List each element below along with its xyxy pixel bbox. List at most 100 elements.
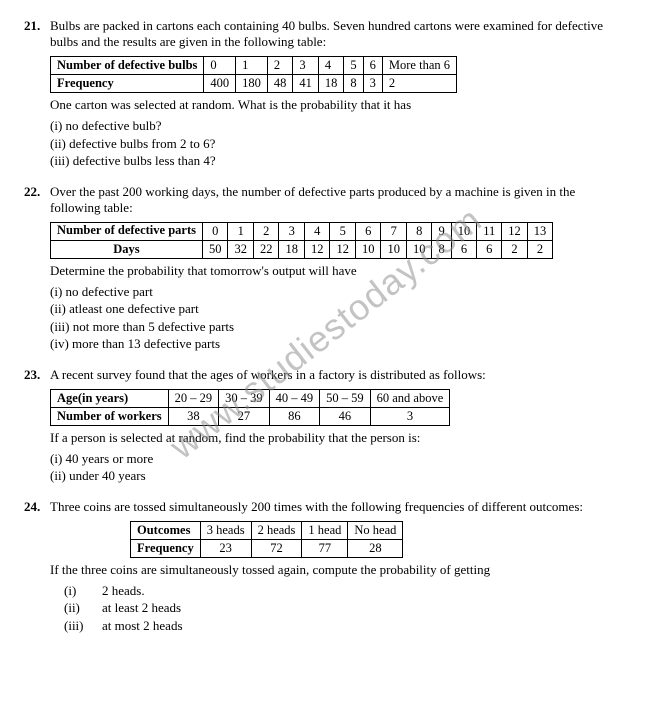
table-row: Age(in years) 20 – 29 30 – 39 40 – 49 50…: [51, 389, 450, 407]
part-text: at most 2 heads: [102, 617, 183, 635]
q21-table: Number of defective bulbs 0 1 2 3 4 5 6 …: [50, 56, 457, 93]
question-number: 22.: [24, 184, 50, 200]
table-cell: 32: [228, 240, 254, 258]
table-header: Number of defective parts: [51, 222, 203, 240]
table-header: Frequency: [131, 539, 201, 557]
table-cell: 10: [355, 240, 381, 258]
table-cell: No head: [348, 521, 403, 539]
table-cell: 4: [318, 57, 344, 75]
table-cell: 10: [451, 222, 477, 240]
table-cell: 18: [279, 240, 305, 258]
question-part: (iii) defective bulbs less than 4?: [50, 152, 627, 170]
table-row: Days 50 32 22 18 12 12 10 10 10 8 6 6 2 …: [51, 240, 553, 258]
question-number: 21.: [24, 18, 50, 34]
table-cell: 3: [363, 75, 382, 93]
table-cell: 9: [432, 222, 451, 240]
question-part: (ii) atleast one defective part: [50, 300, 627, 318]
question-23: 23. A recent survey found that the ages …: [24, 367, 627, 485]
question-text: Three coins are tossed simultaneously 20…: [50, 499, 627, 515]
q24-table: Outcomes 3 heads 2 heads 1 head No head …: [130, 521, 403, 558]
table-cell: 6: [451, 240, 477, 258]
table-cell: 7: [381, 222, 407, 240]
table-row: Outcomes 3 heads 2 heads 1 head No head: [131, 521, 403, 539]
table-cell: 13: [527, 222, 553, 240]
question-22: 22. Over the past 200 working days, the …: [24, 184, 627, 353]
table-header: Age(in years): [51, 389, 169, 407]
table-cell: 86: [269, 407, 320, 425]
table-cell: 8: [432, 240, 451, 258]
table-cell: 27: [219, 407, 270, 425]
question-part: (iv) more than 13 defective parts: [50, 335, 627, 353]
table-row: Number of defective parts 0 1 2 3 4 5 6 …: [51, 222, 553, 240]
table-cell: 50 – 59: [320, 389, 371, 407]
table-cell: 2: [382, 75, 456, 93]
q22-table: Number of defective parts 0 1 2 3 4 5 6 …: [50, 222, 553, 259]
table-cell: 3: [370, 407, 450, 425]
table-cell: 400: [204, 75, 236, 93]
table-cell: 50: [202, 240, 228, 258]
table-cell: 1: [236, 57, 268, 75]
table-cell: 5: [330, 222, 356, 240]
part-text: at least 2 heads: [102, 599, 181, 617]
table-cell: 6: [477, 240, 502, 258]
part-number: (iii): [64, 617, 102, 635]
table-cell: 22: [253, 240, 279, 258]
table-cell: 8: [406, 222, 432, 240]
table-cell: 2: [502, 240, 528, 258]
table-cell: 77: [302, 539, 348, 557]
question-part: (i) no defective part: [50, 283, 627, 301]
question-subtext: One carton was selected at random. What …: [50, 97, 627, 113]
question-part: (iii) not more than 5 defective parts: [50, 318, 627, 336]
question-24: 24. Three coins are tossed simultaneousl…: [24, 499, 627, 635]
table-row: Frequency 400 180 48 41 18 8 3 2: [51, 75, 457, 93]
table-cell: 72: [251, 539, 302, 557]
table-cell: 2: [267, 57, 293, 75]
table-cell: 60 and above: [370, 389, 450, 407]
table-cell: 28: [348, 539, 403, 557]
table-cell: 2 heads: [251, 521, 302, 539]
question-part: (iii) at most 2 heads: [64, 617, 627, 635]
question-part: (ii) under 40 years: [50, 467, 627, 485]
question-number: 24.: [24, 499, 50, 515]
table-cell: 30 – 39: [219, 389, 270, 407]
table-cell: 48: [267, 75, 293, 93]
table-cell: 38: [168, 407, 219, 425]
table-cell: 20 – 29: [168, 389, 219, 407]
part-number: (i): [64, 582, 102, 600]
table-cell: 12: [304, 240, 330, 258]
table-header: Number of workers: [51, 407, 169, 425]
table-cell: 3: [279, 222, 305, 240]
table-cell: 1 head: [302, 521, 348, 539]
table-cell: 10: [381, 240, 407, 258]
table-cell: 1: [228, 222, 254, 240]
question-part: (i) no defective bulb?: [50, 117, 627, 135]
question-text: Bulbs are packed in cartons each contain…: [50, 18, 627, 50]
table-cell: 180: [236, 75, 268, 93]
table-cell: 23: [200, 539, 251, 557]
question-subtext: Determine the probability that tomorrow'…: [50, 263, 627, 279]
table-cell: 2: [253, 222, 279, 240]
table-cell: 6: [355, 222, 381, 240]
part-number: (ii): [64, 599, 102, 617]
table-row: Number of defective bulbs 0 1 2 3 4 5 6 …: [51, 57, 457, 75]
table-row: Frequency 23 72 77 28: [131, 539, 403, 557]
table-header: Outcomes: [131, 521, 201, 539]
table-cell: 4: [304, 222, 330, 240]
table-cell: 0: [202, 222, 228, 240]
table-cell: 3 heads: [200, 521, 251, 539]
table-cell: 2: [527, 240, 553, 258]
question-number: 23.: [24, 367, 50, 383]
table-cell: 11: [477, 222, 502, 240]
table-row: Number of workers 38 27 86 46 3: [51, 407, 450, 425]
table-cell: 10: [406, 240, 432, 258]
table-cell: 12: [330, 240, 356, 258]
question-text: A recent survey found that the ages of w…: [50, 367, 627, 383]
table-cell: 8: [344, 75, 363, 93]
table-cell: 46: [320, 407, 371, 425]
part-text: 2 heads.: [102, 582, 145, 600]
question-part: (ii) defective bulbs from 2 to 6?: [50, 135, 627, 153]
table-cell: 12: [502, 222, 528, 240]
question-subtext: If a person is selected at random, find …: [50, 430, 627, 446]
question-21: 21. Bulbs are packed in cartons each con…: [24, 18, 627, 170]
table-cell: 0: [204, 57, 236, 75]
